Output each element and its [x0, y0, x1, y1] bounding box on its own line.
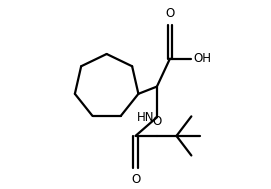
Text: O: O [152, 115, 162, 129]
Text: OH: OH [193, 52, 211, 65]
Text: O: O [165, 7, 175, 19]
Text: HN: HN [137, 111, 154, 124]
Text: O: O [131, 173, 140, 186]
